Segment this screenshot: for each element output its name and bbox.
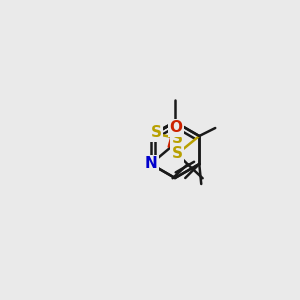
Text: N: N <box>144 157 157 172</box>
Text: S: S <box>172 146 183 161</box>
Text: S: S <box>150 125 161 140</box>
Text: O: O <box>169 121 182 136</box>
Text: S: S <box>172 130 183 146</box>
